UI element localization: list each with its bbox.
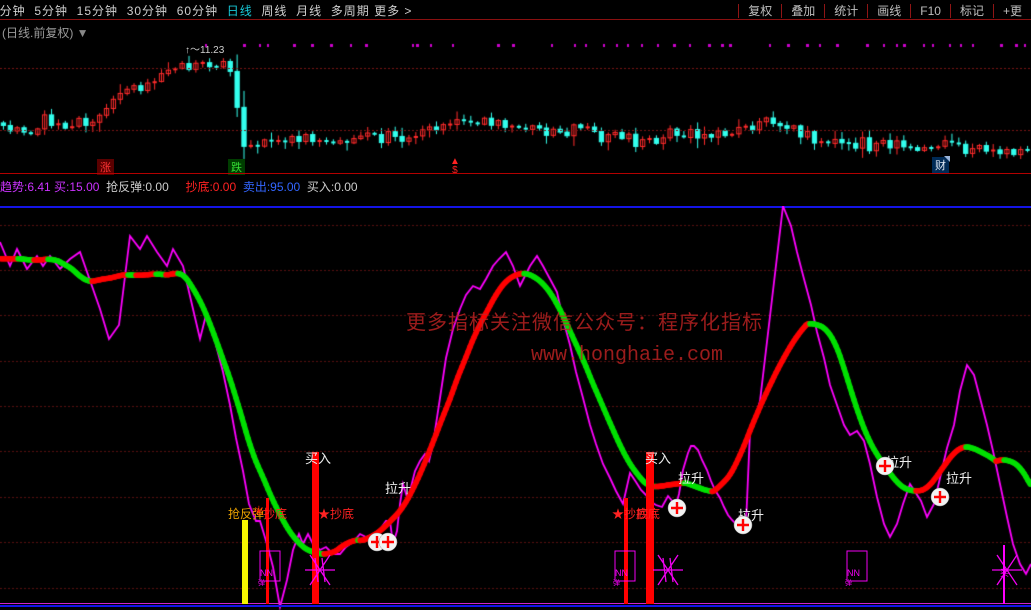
svg-text:买: 买 <box>1000 568 1009 578</box>
svg-text:弹: 弹 <box>845 578 852 587</box>
svg-text:NN: NN <box>847 568 860 578</box>
svg-text:弹: 弹 <box>613 578 620 587</box>
svg-text:弹: 弹 <box>258 578 265 587</box>
svg-text:NN: NN <box>260 568 273 578</box>
svg-text:NN: NN <box>615 568 628 578</box>
